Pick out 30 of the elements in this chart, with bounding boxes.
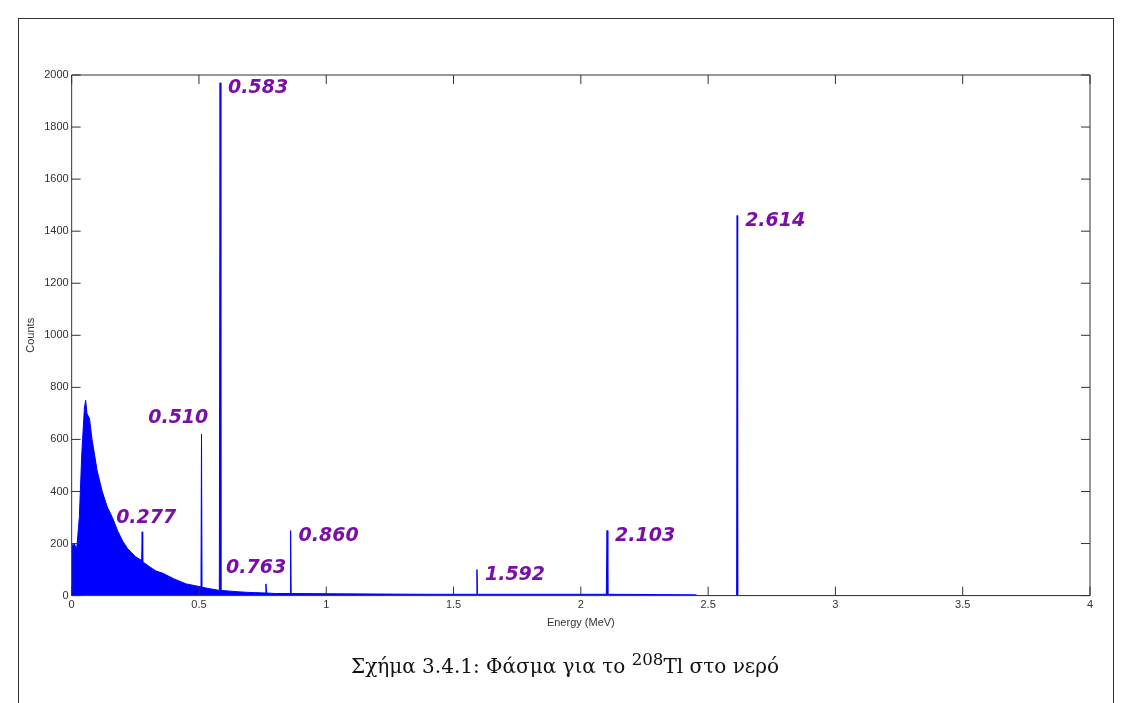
x-tick-label: 3.5 — [955, 598, 971, 611]
x-tick-label: 1.5 — [445, 598, 462, 611]
y-tick-label: 1600 — [44, 172, 69, 185]
y-tick-label: 400 — [50, 484, 69, 497]
text: Σχήμα 3.4.1: Φάσμα για το $^{208}$Tl στο νερό — [350, 650, 780, 678]
annotation: 2.614 — [745, 208, 806, 230]
annotation: 2.103 — [615, 522, 676, 545]
annotation: 0.510 — [148, 405, 209, 428]
y-tick-label: 1000 — [44, 328, 69, 341]
y-tick-label: 800 — [50, 380, 69, 393]
annotation: 0.277 — [116, 505, 178, 528]
x-tick-label: 3 — [832, 598, 839, 611]
y-tick-label: 1400 — [44, 224, 69, 237]
y-axis-title: Counts — [23, 317, 36, 353]
y-tick-label: 600 — [50, 432, 69, 445]
annotation: 0.763 — [226, 554, 287, 577]
x-tick-label: 1 — [323, 598, 330, 611]
x-tick-label: 2.5 — [700, 598, 716, 611]
y-tick-label: 1800 — [44, 120, 69, 133]
x-axis-title: Energy (MeV) — [546, 616, 615, 629]
y-tick-label: 200 — [50, 536, 69, 549]
annotation: 1.592 — [484, 562, 546, 585]
y-tick-label: 2000 — [44, 68, 69, 81]
x-tick-label: 4 — [1086, 598, 1094, 611]
annotation: 0.583 — [228, 75, 289, 98]
y-tick-label: 1200 — [44, 276, 69, 289]
y-tick-label: 0 — [62, 588, 69, 601]
x-tick-label: 0.5 — [191, 598, 207, 611]
annotation: 0.860 — [298, 522, 359, 545]
x-tick-label: 2 — [577, 598, 584, 611]
